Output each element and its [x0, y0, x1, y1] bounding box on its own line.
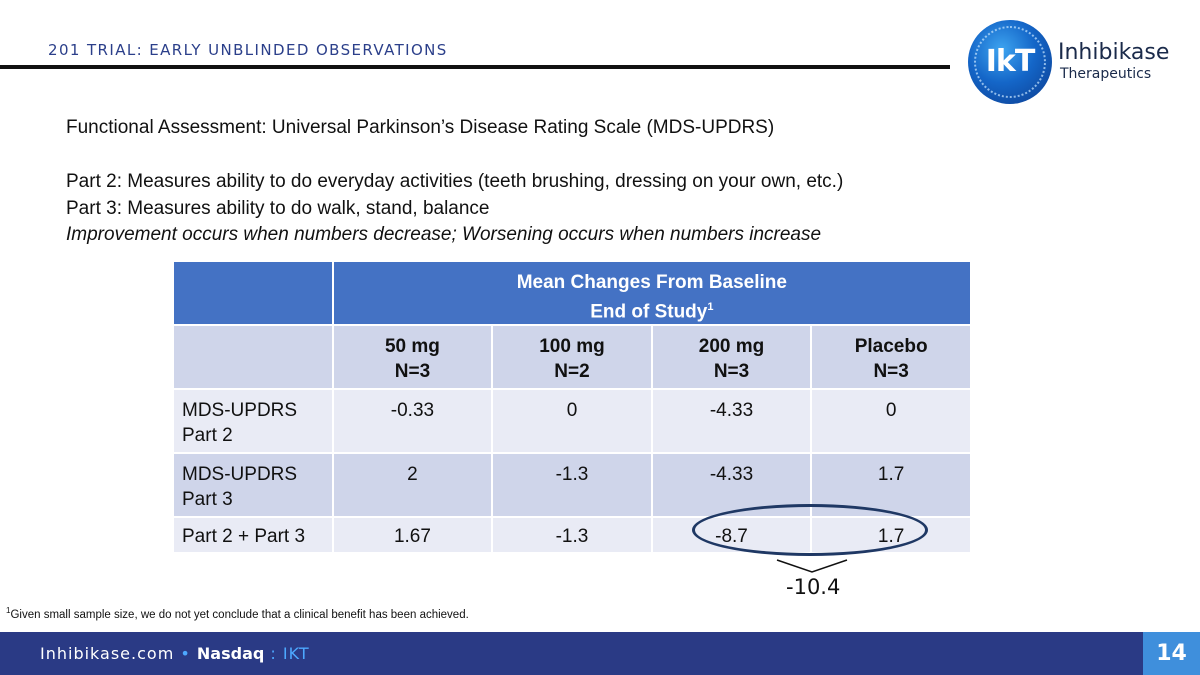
header-title-cell: Mean Changes From Baseline End of Study1 [331, 259, 973, 327]
footer-bullet: • [180, 644, 191, 663]
intro-line-assessment: Functional Assessment: Universal Parkins… [66, 117, 775, 138]
column-header: 200 mg N=3 [650, 324, 813, 391]
intro-line-interpretation: Improvement occurs when numbers decrease… [66, 224, 822, 245]
table-cell: 2 [331, 452, 494, 519]
row-label-line1: Part 2 + Part 3 [182, 526, 306, 548]
row-label-line2: Part 3 [182, 489, 233, 511]
table-cell: -1.3 [491, 516, 653, 555]
row-label: MDS-UPDRS Part 2 [172, 388, 334, 455]
subheader-empty-cell [172, 324, 334, 391]
column-header: 50 mg N=3 [331, 324, 494, 391]
table-subheader-row: 50 mg N=3 100 mg N=2 200 mg N=3 Placebo N=3 [172, 324, 972, 391]
footnote-marker: 1 [6, 606, 11, 615]
logo-company-subname: Therapeutics [1060, 66, 1152, 82]
difference-annotation: -10.4 [786, 575, 841, 599]
table-cell: 1.67 [331, 516, 494, 555]
table-header-row: Mean Changes From Baseline End of Study1 [172, 259, 973, 327]
table-cell: -1.3 [491, 452, 653, 519]
footnote: 1Given small sample size, we do not yet … [6, 606, 469, 621]
footnote-text: Given small sample size, we do not yet c… [10, 608, 469, 621]
row-label: MDS-UPDRS Part 3 [172, 452, 334, 519]
header-footnote-marker: 1 [707, 301, 714, 313]
page-number: 14 [1143, 632, 1200, 675]
column-header: 100 mg N=2 [491, 324, 653, 391]
column-n: N=2 [554, 361, 590, 383]
table-cell: -0.33 [331, 388, 494, 455]
highlight-ellipse [692, 504, 928, 556]
slide-title: 201 TRIAL: EARLY UNBLINDED OBSERVATIONS [48, 41, 448, 59]
header-title-line1: Mean Changes From Baseline [516, 272, 787, 293]
footer-info: Inhibikase.com • Nasdaq : IKT [40, 644, 310, 663]
column-header: Placebo N=3 [810, 324, 972, 391]
column-dose: 50 mg [384, 336, 440, 358]
table-cell: 0 [810, 388, 972, 455]
table-row: MDS-UPDRS Part 3 2 -1.3 -4.33 1.7 [172, 452, 972, 519]
column-dose: 100 mg [539, 336, 605, 358]
intro-line-part3: Part 3: Measures ability to do walk, sta… [66, 198, 490, 219]
header-title-line2: End of Study [590, 301, 708, 323]
brace-icon [776, 559, 848, 573]
column-dose: Placebo [854, 336, 928, 358]
table-cell: -4.33 [650, 388, 813, 455]
column-dose: 200 mg [698, 336, 765, 358]
footer-exchange: Nasdaq [196, 644, 265, 663]
footer-website-link[interactable]: Inhibikase.com [40, 644, 175, 663]
row-label: Part 2 + Part 3 [172, 516, 334, 555]
footer-ticker: : IKT [270, 644, 310, 663]
footer-bar: Inhibikase.com • Nasdaq : IKT [0, 632, 1200, 675]
column-n: N=3 [713, 361, 750, 383]
column-n: N=3 [394, 361, 431, 383]
row-label-line2: Part 2 [182, 425, 233, 447]
logo-ring [974, 26, 1046, 98]
header-empty-cell [172, 259, 334, 327]
intro-line-part2: Part 2: Measures ability to do everyday … [66, 171, 844, 192]
results-table: Mean Changes From Baseline End of Study1… [172, 259, 973, 555]
logo-mark: IkT [985, 44, 1036, 79]
column-n: N=3 [873, 361, 909, 383]
logo-company-name: Inhibikase [1058, 40, 1170, 65]
header-divider [0, 65, 950, 69]
row-label-line1: MDS-UPDRS [182, 464, 298, 486]
table-row: MDS-UPDRS Part 2 -0.33 0 -4.33 0 [172, 388, 972, 455]
company-logo: IkT Inhibikase Therapeutics [968, 20, 1170, 104]
row-label-line1: MDS-UPDRS [182, 400, 298, 422]
table-cell: 0 [491, 388, 653, 455]
